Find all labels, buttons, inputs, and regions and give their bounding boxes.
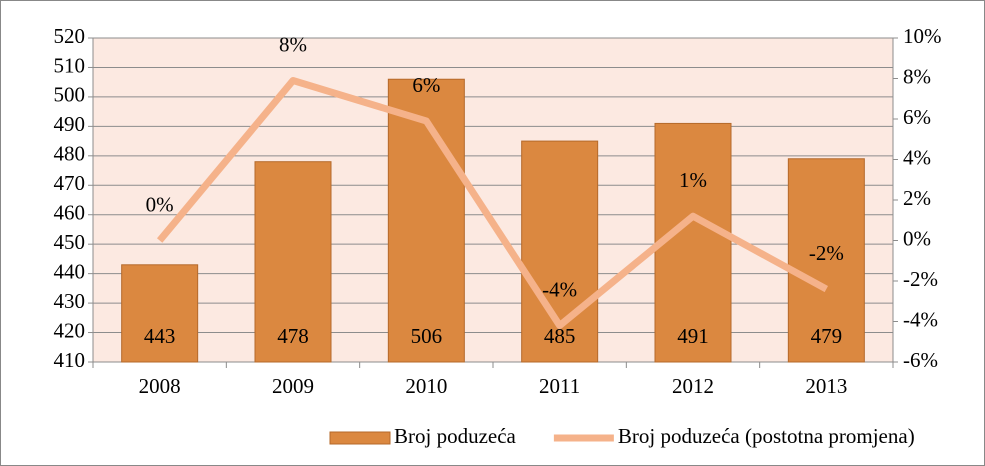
y-tick-label: 430 [54,289,86,313]
x-tick-label: 2008 [139,374,181,398]
bar [121,264,199,363]
y2-tick-label: -2% [903,267,938,291]
y-tick-label: 470 [54,171,86,195]
y-tick-label: 520 [54,24,86,48]
bar-value-label: 491 [677,324,709,348]
y-tick-label: 450 [54,230,86,254]
x-tick-label: 2011 [539,374,580,398]
y2-tick-label: 10% [903,24,942,48]
y-tick-label: 510 [54,53,86,77]
bar [254,161,332,363]
y-tick-label: 480 [54,142,86,166]
line-value-label: -4% [542,277,577,301]
y-tick-label: 500 [54,83,86,107]
legend-swatch [329,431,391,445]
line-value-label: 1% [679,168,707,192]
bar-value-label: 443 [144,324,176,348]
bar-value-label: 478 [277,324,309,348]
x-tick-label: 2010 [405,374,447,398]
y2-tick-label: 6% [903,105,931,129]
legend-label: Broj poduzeća (postotna promjena) [618,424,915,448]
bar-value-label: 479 [811,324,843,348]
y2-tick-label: 4% [903,145,931,169]
y2-tick-label: 8% [903,64,931,88]
line-value-label: 0% [146,192,174,216]
y2-tick-label: 2% [903,186,931,210]
line [156,77,829,330]
x-tick-label: 2009 [272,374,314,398]
y-tick-label: 440 [54,259,86,283]
line-value-label: -2% [809,241,844,265]
y2-tick-label: 0% [903,226,931,250]
y-tick-label: 420 [54,318,86,342]
y-tick-label: 490 [54,112,86,136]
bar-value-label: 506 [411,324,443,348]
line-value-label: 6% [412,73,440,97]
plot-area [93,38,893,362]
y2-tick-label: -6% [903,348,938,372]
x-tick-label: 2012 [672,374,714,398]
bar [654,122,732,363]
line-value-label: 8% [279,32,307,56]
y-tick-label: 460 [54,201,86,225]
x-tick-label: 2013 [805,374,847,398]
y-tick-label: 410 [54,348,86,372]
y2-tick-label: -4% [903,307,938,331]
bar [787,158,865,363]
legend-label: Broj poduzeća [394,424,517,448]
